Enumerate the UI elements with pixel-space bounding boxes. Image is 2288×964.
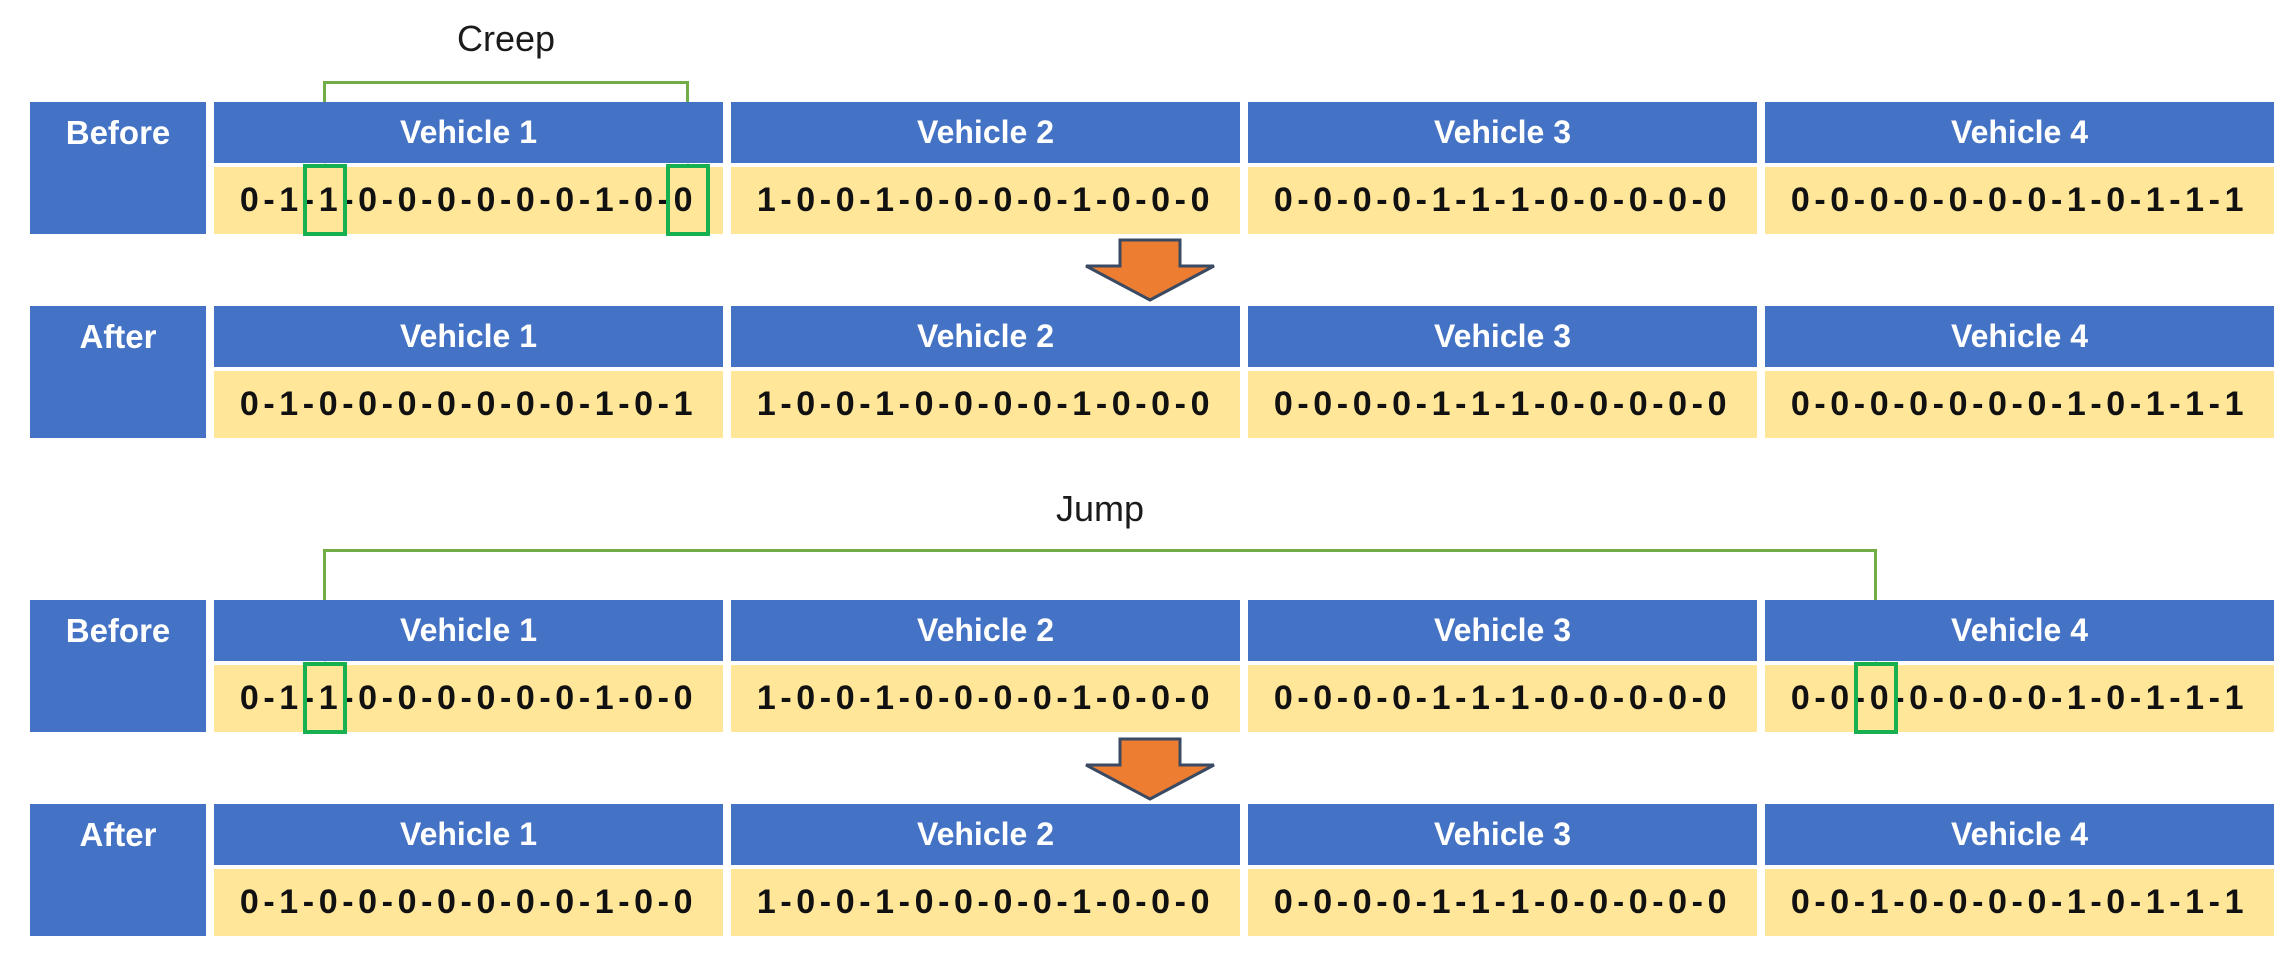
jump-after-vehicle-2-header: Vehicle 2 xyxy=(731,804,1240,865)
creep-after-vehicle-4-header: Vehicle 4 xyxy=(1765,306,2274,367)
creep-after-vehicle-4-sequence: 0-0-0-0-0-0-0-1-0-1-1-1 xyxy=(1765,371,2274,438)
jump-after-vehicle-4-header: Vehicle 4 xyxy=(1765,804,2274,865)
jump-section-label: Jump xyxy=(1055,488,1145,529)
creep-after-vehicle-1-sequence: 0-1-0-0-0-0-0-0-0-1-0-1 xyxy=(214,371,723,438)
jump-after-vehicle-1-sequence: 0-1-0-0-0-0-0-0-0-1-0-0 xyxy=(214,869,723,936)
creep-down-arrow-icon xyxy=(1085,238,1215,302)
creep-after-vehicle-2-header: Vehicle 2 xyxy=(731,306,1240,367)
creep-before-row-label: Before xyxy=(30,102,206,234)
creep-highlight-box-target xyxy=(666,164,710,236)
jump-bracket-left-drop xyxy=(323,549,326,646)
jump-before-vehicle-4-header: Vehicle 4 xyxy=(1765,600,2274,661)
jump-after-vehicle-4-sequence: 0-0-1-0-0-0-0-1-0-1-1-1 xyxy=(1765,869,2274,936)
jump-after-vehicle-3-header: Vehicle 3 xyxy=(1248,804,1757,865)
creep-after-vehicle-3-header: Vehicle 3 xyxy=(1248,306,1757,367)
jump-before-vehicle-3-header: Vehicle 3 xyxy=(1248,600,1757,661)
jump-after-vehicle-2-sequence: 1-0-0-1-0-0-0-0-1-0-0-0 xyxy=(731,869,1240,936)
jump-down-arrow-icon xyxy=(1085,737,1215,801)
jump-before-vehicle-3-sequence: 0-0-0-0-1-1-1-0-0-0-0-0 xyxy=(1248,665,1757,732)
jump-after-row-label: After xyxy=(30,804,206,936)
creep-after-row-label: After xyxy=(30,306,206,438)
creep-before-vehicle-3-sequence: 0-0-0-0-1-1-1-0-0-0-0-0 xyxy=(1248,167,1757,234)
creep-before-vehicle-4-header: Vehicle 4 xyxy=(1765,102,2274,163)
creep-before-vehicle-1-header: Vehicle 1 xyxy=(214,102,723,163)
creep-before-vehicle-4-sequence: 0-0-0-0-0-0-0-1-0-1-1-1 xyxy=(1765,167,2274,234)
jump-after-vehicle-3-sequence: 0-0-0-0-1-1-1-0-0-0-0-0 xyxy=(1248,869,1757,936)
creep-before-vehicle-3-header: Vehicle 3 xyxy=(1248,102,1757,163)
jump-after-vehicle-1-header: Vehicle 1 xyxy=(214,804,723,865)
jump-before-vehicle-4-sequence: 0-0-0-0-0-0-0-1-0-1-1-1 xyxy=(1765,665,2274,732)
jump-before-vehicle-1-sequence: 0-1-1-0-0-0-0-0-0-1-0-0 xyxy=(214,665,723,732)
creep-bracket-line xyxy=(325,81,689,84)
creep-after-vehicle-1-header: Vehicle 1 xyxy=(214,306,723,367)
jump-before-vehicle-2-sequence: 1-0-0-1-0-0-0-0-1-0-0-0 xyxy=(731,665,1240,732)
creep-before-vehicle-2-sequence: 1-0-0-1-0-0-0-0-1-0-0-0 xyxy=(731,167,1240,234)
jump-highlight-box-source xyxy=(303,662,347,734)
jump-bracket-line xyxy=(325,549,1877,552)
jump-before-vehicle-2-header: Vehicle 2 xyxy=(731,600,1240,661)
creep-after-vehicle-2-sequence: 1-0-0-1-0-0-0-0-1-0-0-0 xyxy=(731,371,1240,438)
creep-section-label: Creep xyxy=(456,18,556,59)
creep-after-vehicle-3-sequence: 0-0-0-0-1-1-1-0-0-0-0-0 xyxy=(1248,371,1757,438)
creep-before-vehicle-1-sequence: 0-1-1-0-0-0-0-0-0-1-0-0 xyxy=(214,167,723,234)
creep-before-vehicle-2-header: Vehicle 2 xyxy=(731,102,1240,163)
jump-highlight-box-target xyxy=(1854,662,1898,734)
jump-bracket-right-drop xyxy=(1874,549,1877,646)
jump-before-vehicle-1-header: Vehicle 1 xyxy=(214,600,723,661)
jump-before-row-label: Before xyxy=(30,600,206,732)
creep-highlight-box-source xyxy=(303,164,347,236)
